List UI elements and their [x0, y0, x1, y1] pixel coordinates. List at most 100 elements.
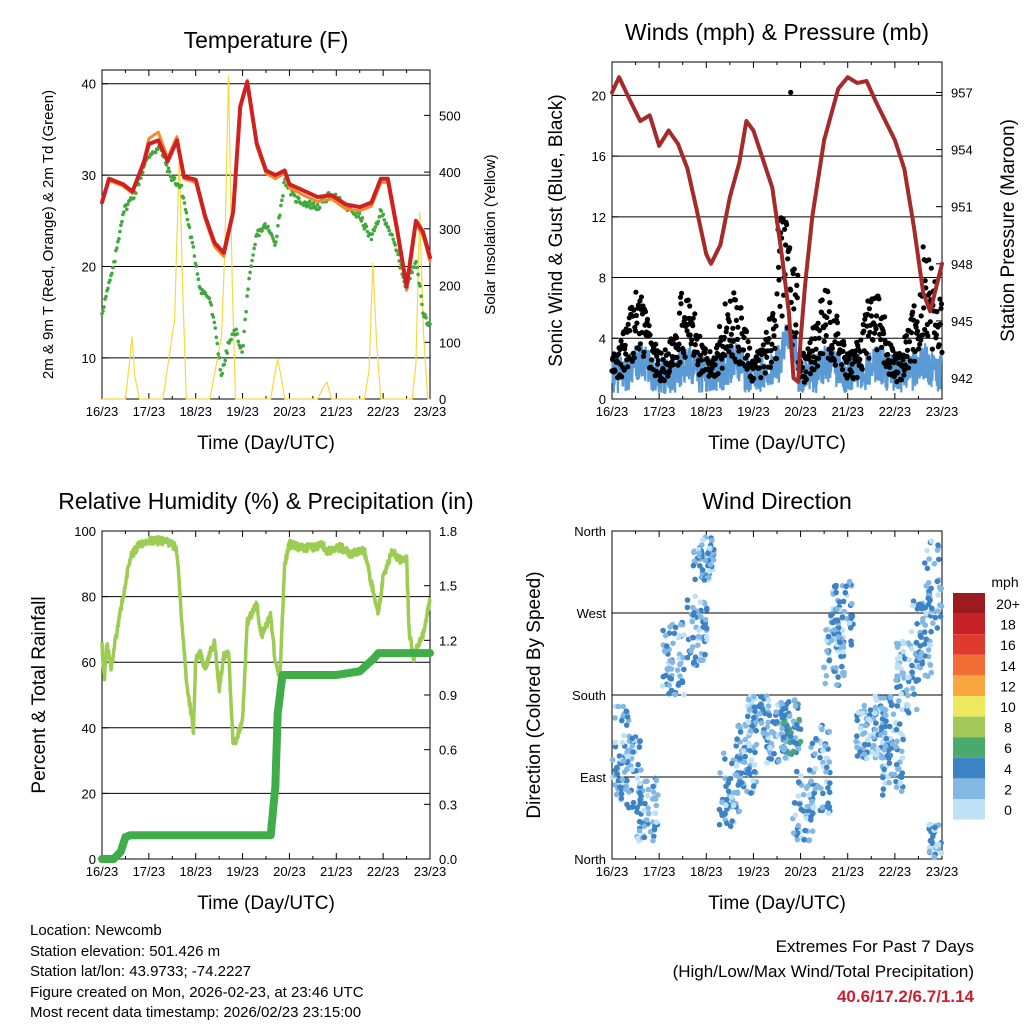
- direction-point: [769, 728, 775, 735]
- direction-point: [613, 791, 620, 798]
- gust-point: [915, 328, 921, 334]
- direction-point: [792, 703, 799, 709]
- direction-point: [865, 716, 872, 722]
- direction-point: [728, 794, 735, 800]
- colorbar-swatch: [953, 716, 985, 738]
- gust-point: [904, 353, 910, 359]
- gust-point: [771, 317, 778, 323]
- direction-point: [909, 669, 915, 675]
- gust-point: [938, 301, 945, 307]
- dewpoint-point: [217, 355, 222, 360]
- direction-point: [666, 665, 672, 671]
- gust-point: [805, 346, 811, 352]
- dewpoint-point: [108, 278, 112, 283]
- direction-point: [812, 765, 819, 772]
- direction-point: [833, 589, 839, 596]
- rh-x-tick-label: 20/23: [273, 864, 306, 879]
- gust-point: [773, 356, 780, 362]
- gust-point: [772, 345, 778, 351]
- direction-point: [840, 644, 847, 651]
- dewpoint-point: [234, 327, 238, 332]
- gust-point: [756, 365, 762, 371]
- gust-point: [891, 373, 897, 379]
- dewpoint-point: [192, 254, 197, 258]
- direction-point: [650, 783, 656, 790]
- dewpoint-point: [167, 170, 172, 174]
- direction-point: [768, 756, 774, 762]
- direction-point: [707, 561, 714, 568]
- gust-point: [785, 256, 791, 262]
- direction-point: [680, 654, 686, 661]
- colorbar-label: 18: [1000, 617, 1016, 633]
- dewpoint-point: [194, 264, 199, 268]
- direction-point: [652, 796, 659, 802]
- gust-point: [881, 331, 887, 337]
- direction-point: [612, 782, 618, 788]
- wind-y2-tick-label: 945: [951, 314, 973, 329]
- direction-point: [645, 786, 652, 793]
- gust-point: [715, 371, 721, 377]
- direction-point: [937, 613, 944, 620]
- direction-point: [849, 600, 855, 607]
- direction-point: [612, 715, 618, 721]
- direction-point: [890, 711, 897, 717]
- temp-y2-tick-label: 500: [439, 108, 461, 123]
- dewpoint-point: [364, 224, 369, 229]
- dewpoint-point: [242, 329, 246, 334]
- dewpoint-point: [122, 210, 126, 214]
- direction-point: [795, 793, 802, 799]
- direction-point: [718, 810, 725, 816]
- gust-point: [905, 365, 912, 371]
- direction-point: [630, 799, 637, 806]
- dewpoint-point: [279, 203, 283, 208]
- temp-x-tick-label: 16/23: [86, 404, 119, 419]
- direction-point: [624, 714, 631, 720]
- wind-xlabel: Time (Day/UTC): [708, 433, 846, 454]
- direction-point: [725, 788, 732, 795]
- direction-point: [809, 799, 815, 805]
- direction-point: [859, 731, 866, 737]
- direction-point: [634, 775, 641, 781]
- gust-point: [895, 369, 901, 375]
- gust-point: [937, 296, 943, 302]
- direction-point: [879, 792, 886, 798]
- direction-point: [906, 657, 913, 663]
- direction-point: [893, 743, 899, 750]
- direction-point: [779, 725, 785, 732]
- direction-point: [879, 724, 885, 731]
- station-info: Location: Newcomb Station elevation: 501…: [30, 921, 364, 1024]
- gust-point: [790, 271, 796, 277]
- direction-point: [895, 673, 901, 680]
- direction-point: [690, 612, 697, 618]
- gust-point: [911, 303, 917, 309]
- rh-y2-tick-label: 1.8: [439, 524, 457, 539]
- dewpoint-point: [120, 219, 124, 224]
- rh-y2-tick-label: 0.9: [439, 688, 457, 703]
- gust-point: [641, 349, 647, 355]
- colorbar-swatch: [953, 613, 985, 635]
- gust-point: [761, 364, 767, 370]
- gust-point: [702, 350, 708, 356]
- gust-point: [698, 357, 705, 363]
- gust-point: [719, 356, 725, 362]
- gust-point: [906, 339, 913, 345]
- direction-point: [735, 723, 741, 729]
- gust-point: [876, 296, 882, 302]
- direction-point: [935, 841, 942, 847]
- direction-point: [653, 802, 660, 809]
- dewpoint-point: [271, 236, 275, 241]
- direction-point: [895, 662, 902, 669]
- rh-y2-tick-label: 0.3: [439, 797, 457, 812]
- direction-point: [895, 641, 901, 647]
- gust-point: [904, 347, 911, 353]
- gust-point: [662, 347, 668, 353]
- gust-point: [673, 335, 680, 341]
- direction-point: [684, 597, 691, 603]
- dir-x-tick-label: 21/23: [831, 864, 864, 879]
- direction-point: [629, 804, 636, 810]
- gust-point: [820, 351, 826, 357]
- direction-point: [733, 763, 740, 769]
- direction-point: [672, 691, 678, 698]
- rh-y2-tick-label: 1.2: [439, 633, 457, 648]
- direction-point: [857, 725, 864, 731]
